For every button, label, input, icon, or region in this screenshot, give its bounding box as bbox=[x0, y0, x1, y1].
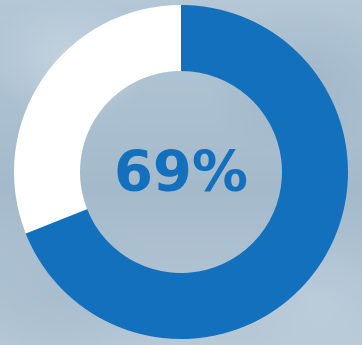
percentage-label: 69% bbox=[114, 140, 248, 205]
donut-slice-remaining bbox=[13, 5, 181, 234]
donut-slices bbox=[13, 5, 349, 339]
donut-slice-filled bbox=[25, 5, 349, 339]
